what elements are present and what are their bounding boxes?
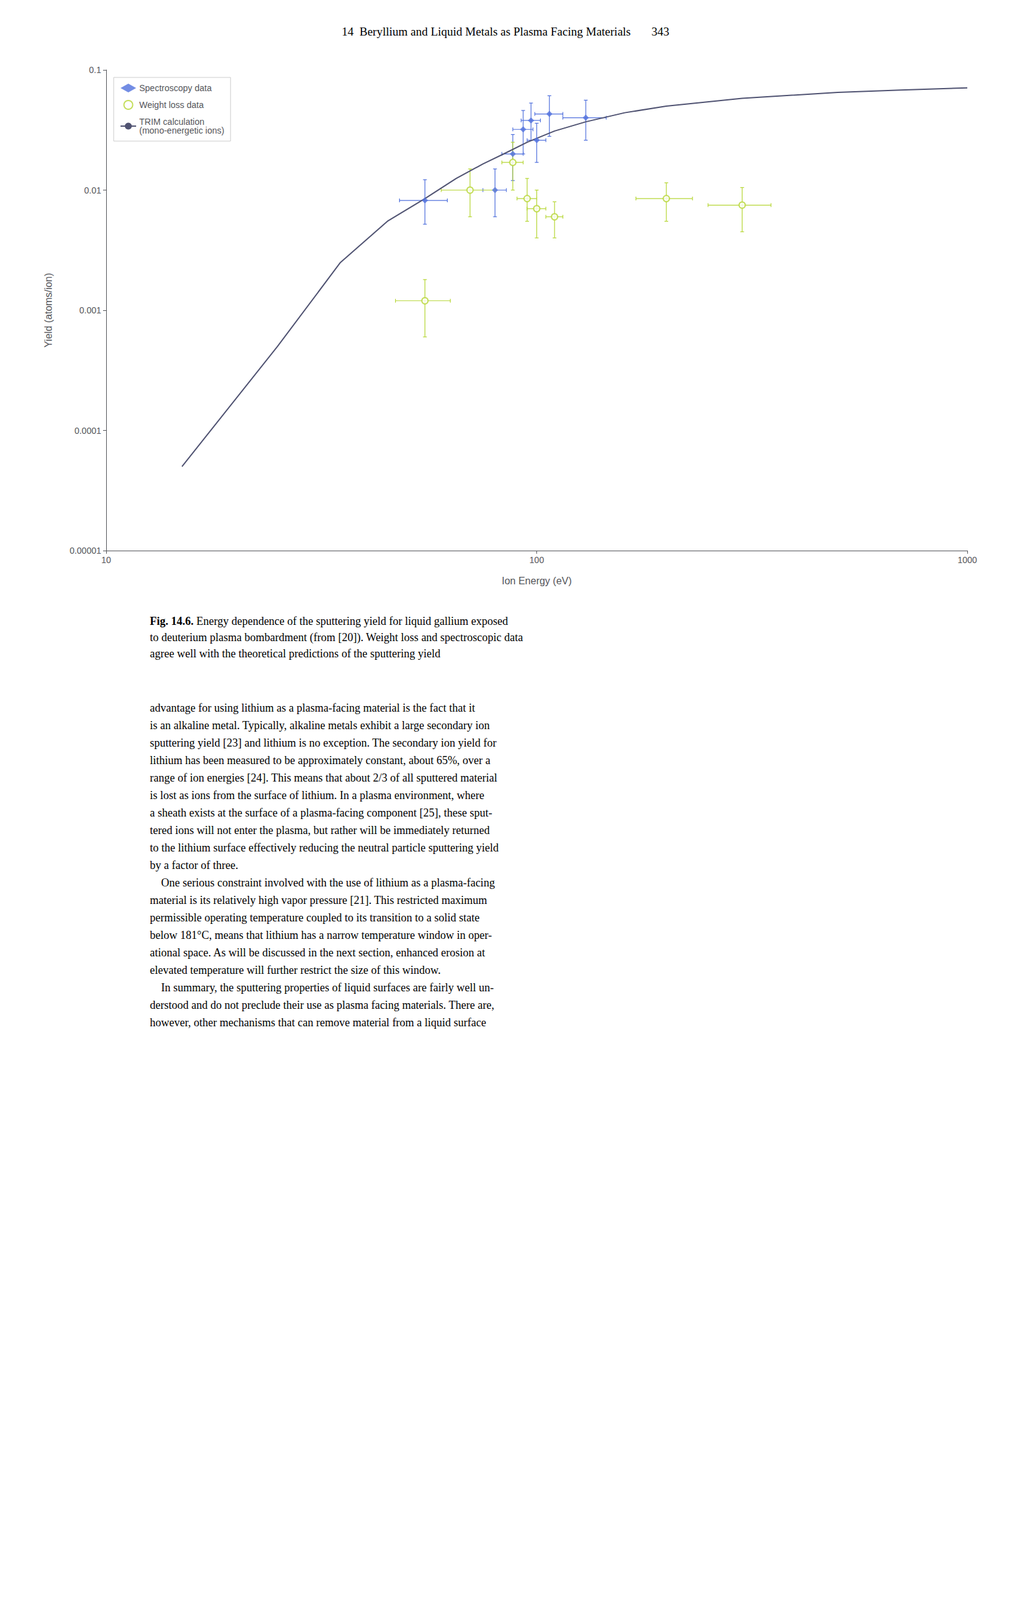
html-text:is an alkaline metal. Typicall: is an alkaline metal. Typically, alkalin… bbox=[149, 719, 490, 732]
svg-text:0.01: 0.01 bbox=[84, 185, 102, 196]
html-text:One serious constraint involve: One serious constraint involved with the… bbox=[149, 876, 495, 890]
svg-text:TRIM calculation: TRIM calculation bbox=[139, 116, 205, 127]
html-text:material is its relatively hig: material is its relatively high vapor pr… bbox=[149, 894, 488, 907]
html-text:ational space. As will be disc: ational space. As will be discussed in t… bbox=[149, 946, 486, 960]
html-text:advantage for using lithium as: advantage for using lithium as a plasma-… bbox=[149, 701, 476, 715]
svg-text:1000: 1000 bbox=[957, 555, 977, 566]
html-text:however, other mechanisms that: however, other mechanisms that can remov… bbox=[149, 1016, 487, 1030]
svg-text:10: 10 bbox=[101, 555, 112, 566]
html-text:is lost as ions from the surfa: is lost as ions from the surface of lith… bbox=[149, 789, 485, 802]
svg-text:0.001: 0.001 bbox=[79, 305, 102, 316]
html-text:derstood and do not preclude t: derstood and do not preclude their use a… bbox=[149, 999, 495, 1012]
html-text:by a factor of three.: by a factor of three. bbox=[149, 859, 239, 872]
html-text:below 181°C, means that lithiu: below 181°C, means that lithium has a na… bbox=[149, 929, 492, 942]
html-text:to the lithium surface effecti: to the lithium surface effectively reduc… bbox=[149, 841, 499, 855]
html-text:a sheath exists at the surface: a sheath exists at the surface of a plas… bbox=[149, 806, 493, 820]
html-text:elevated temperature will furt: elevated temperature will further restri… bbox=[149, 964, 441, 977]
svg-text:Weight loss data: Weight loss data bbox=[139, 99, 204, 110]
svg-text:100: 100 bbox=[529, 555, 545, 566]
html-text:Fig. 14.6. Energy dependence o: Fig. 14.6. Energy dependence of the sput… bbox=[149, 615, 524, 661]
svg-text:(mono-energetic ions): (mono-energetic ions) bbox=[139, 125, 225, 136]
html-text:range of ion energies [24]. Th: range of ion energies [24]. This means t… bbox=[149, 771, 498, 785]
svg-text:Ion Energy (eV): Ion Energy (eV) bbox=[501, 575, 572, 587]
html-text:lithium has been measured to b: lithium has been measured to be approxim… bbox=[149, 754, 491, 767]
svg-text:Yield (atoms/ion): Yield (atoms/ion) bbox=[43, 272, 54, 348]
html-text:sputtering yield [23] and lith: sputtering yield [23] and lithium is no … bbox=[149, 736, 497, 750]
html-text:14 Beryllium and Liquid Metals: 14 Beryllium and Liquid Metals as Plasma… bbox=[341, 24, 670, 39]
html-text:permissible operating temperat: permissible operating temperature couple… bbox=[149, 911, 480, 925]
html-text:tered ions will not enter the: tered ions will not enter the plasma, bu… bbox=[149, 824, 490, 837]
svg-text:0.1: 0.1 bbox=[89, 64, 102, 75]
svg-text:Spectroscopy data: Spectroscopy data bbox=[139, 83, 212, 94]
svg-text:0.00001: 0.00001 bbox=[69, 545, 102, 556]
svg-text:0.0001: 0.0001 bbox=[74, 425, 102, 436]
html-text:In summary, the sputtering pro: In summary, the sputtering properties of… bbox=[149, 981, 494, 995]
